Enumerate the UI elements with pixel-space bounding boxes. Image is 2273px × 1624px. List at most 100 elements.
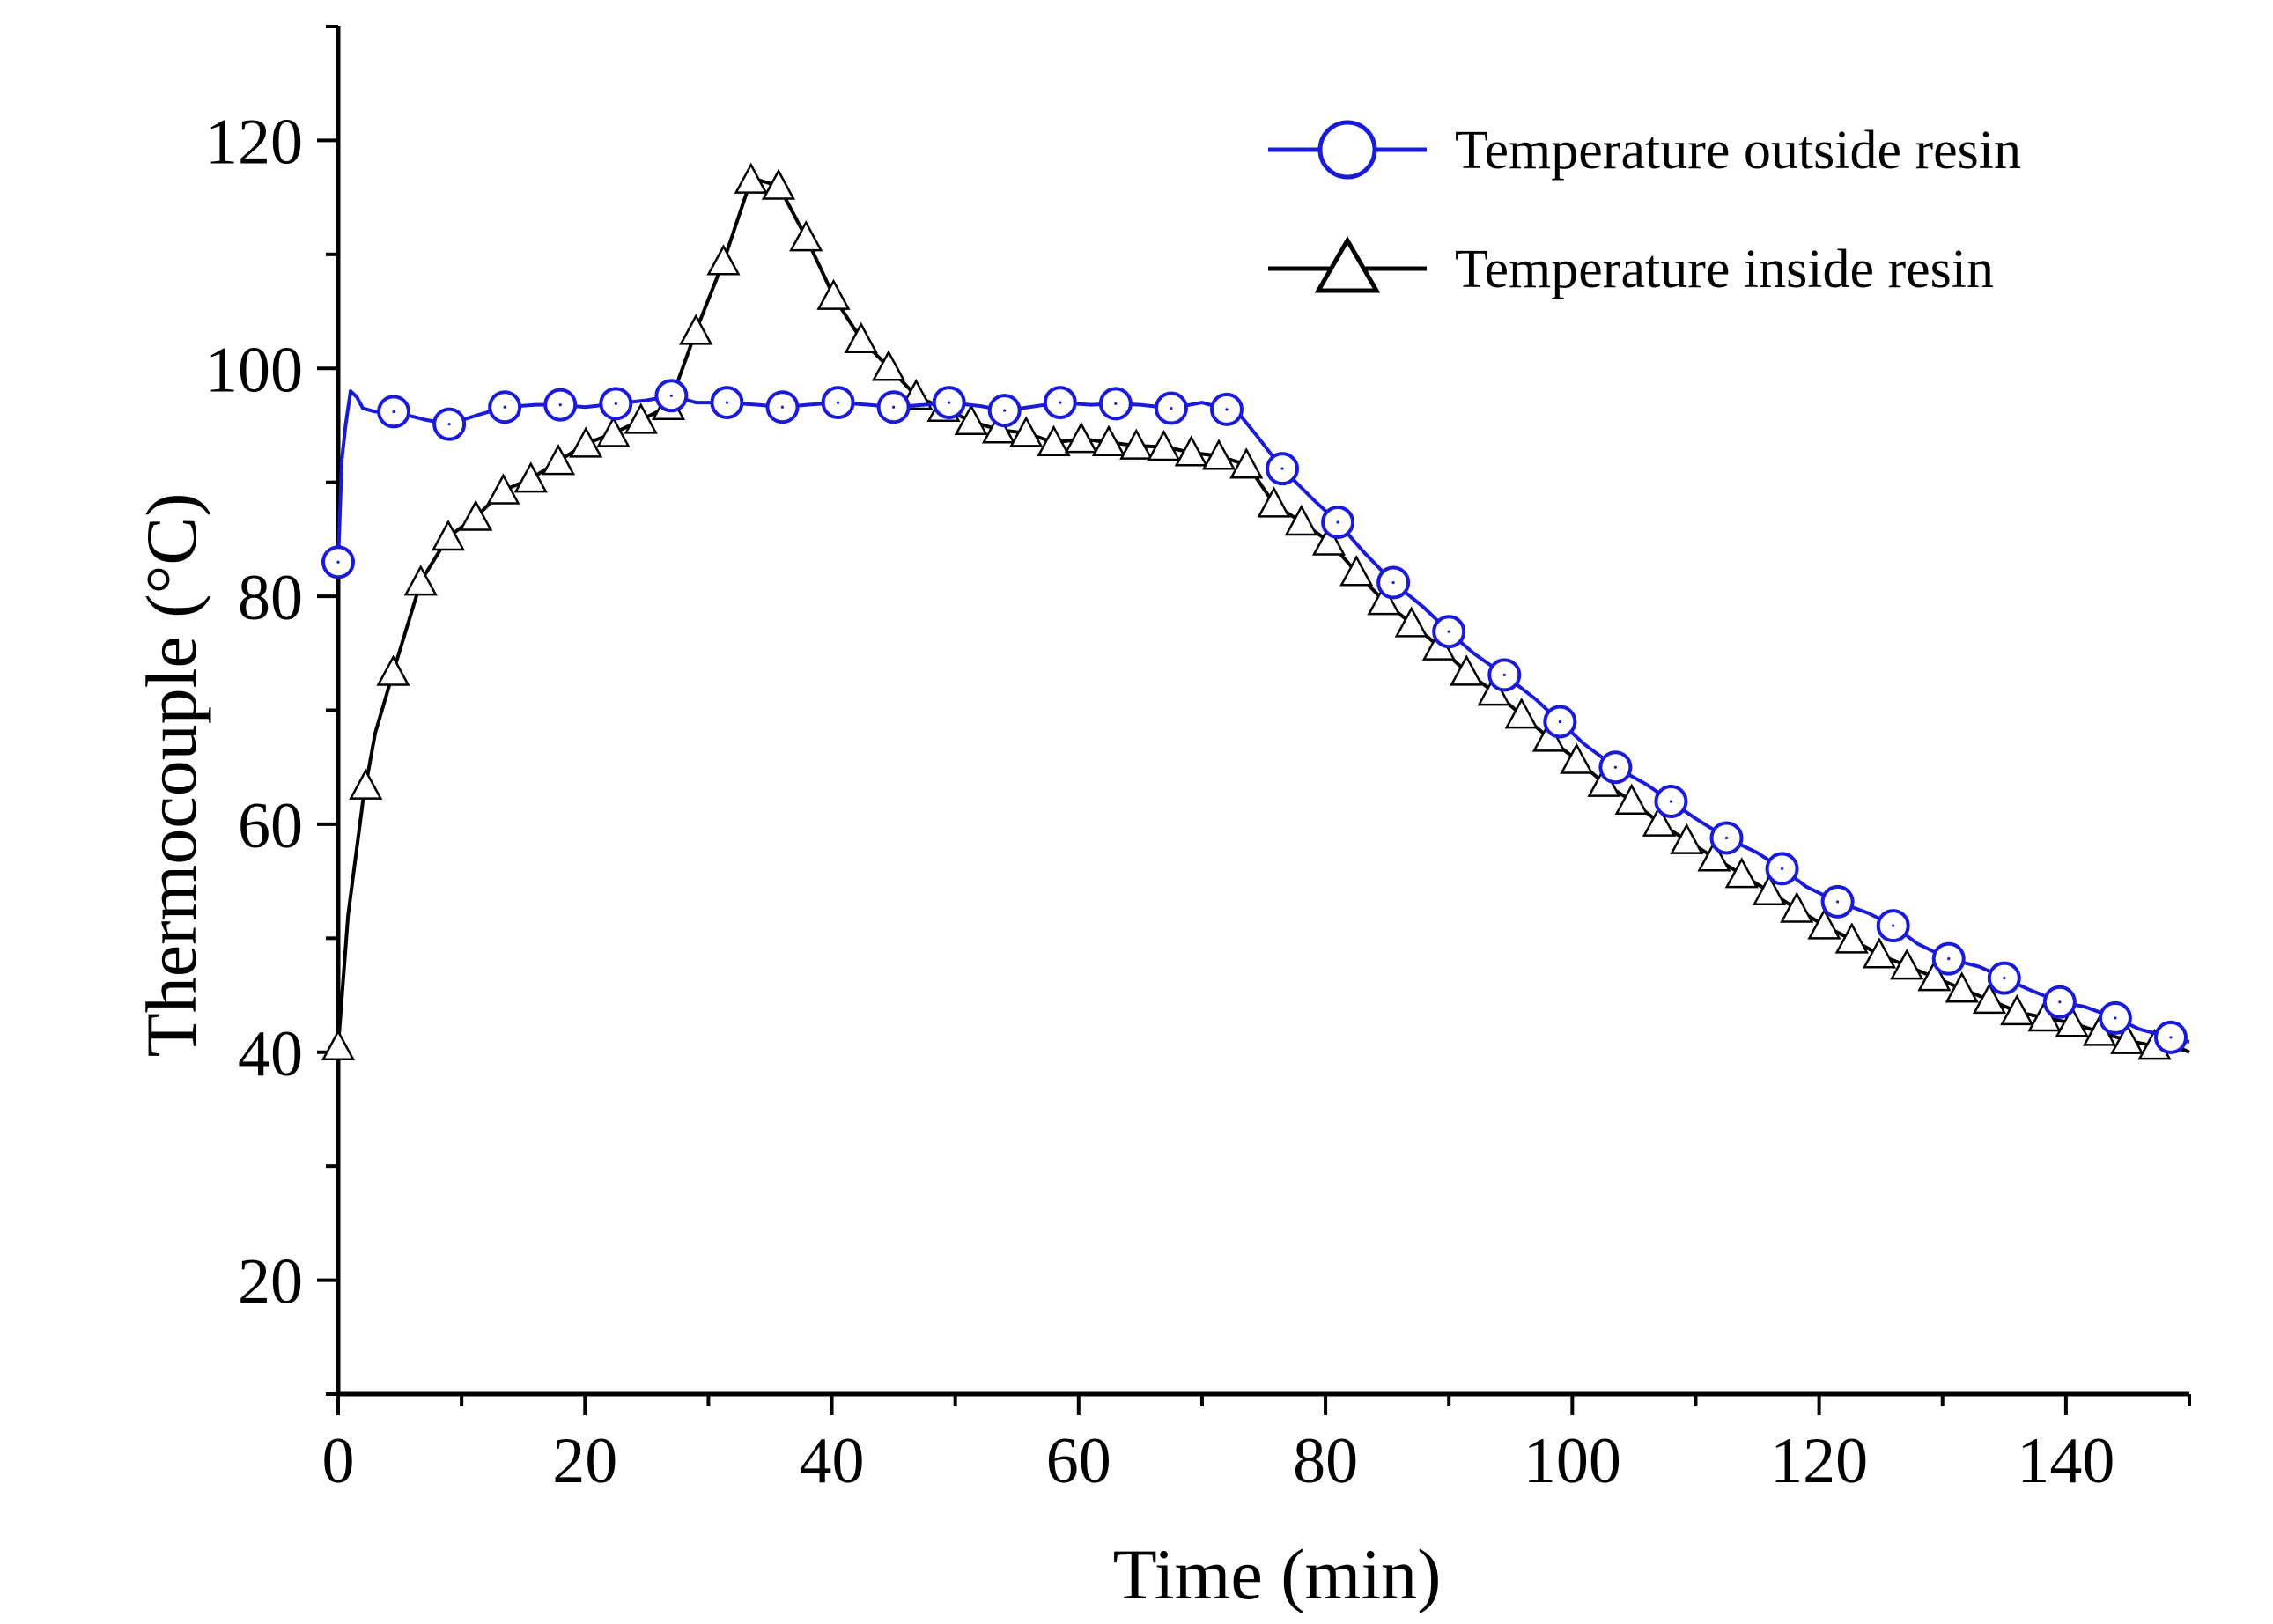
data-point-triangle [513, 461, 548, 493]
data-point-triangle [679, 314, 713, 345]
data-point-dot [1613, 765, 1617, 769]
legend: Temperature outside resin Temperature in… [1268, 120, 2021, 299]
data-point-triangle [1890, 948, 1924, 980]
data-point-triangle [1945, 971, 1979, 1003]
data-point-dot [1724, 836, 1729, 840]
x-tick-label: 140 [2017, 1425, 2114, 1497]
legend-entry-inside: Temperature inside resin [1268, 236, 1994, 299]
data-point-triangle [789, 220, 823, 252]
y-axis-ticks: 20 40 60 80 100 120 [205, 25, 338, 1396]
y-tick-label: 60 [238, 790, 303, 862]
data-point-triangle [569, 426, 603, 458]
x-tick-label: 120 [1770, 1425, 1868, 1497]
data-point-triangle [1174, 435, 1208, 467]
data-point-triangle [1972, 982, 2007, 1015]
data-point-dot [1336, 520, 1339, 524]
data-point-triangle [1780, 891, 1814, 923]
data-point-dot [1669, 800, 1673, 803]
data-point-triangle [1339, 555, 1374, 587]
data-point-dot [2114, 1016, 2117, 1020]
data-point-triangle [349, 768, 383, 800]
x-tick-label: 60 [1046, 1425, 1111, 1497]
data-point-dot [336, 560, 340, 564]
data-point-triangle [1752, 874, 1787, 906]
data-point-triangle [734, 162, 768, 194]
data-point-triangle [1064, 422, 1098, 454]
data-point-triangle [1697, 840, 1731, 872]
data-point-dot [1780, 867, 1784, 870]
data-point-triangle [596, 416, 631, 447]
x-tick-label: 0 [322, 1425, 355, 1497]
axes [336, 26, 2189, 1397]
y-tick-label: 40 [238, 1018, 303, 1090]
data-point-triangle [1862, 937, 1897, 969]
data-point-triangle [2055, 1006, 2089, 1037]
data-point-triangle [1834, 922, 1869, 954]
y-tick-label: 20 [238, 1246, 303, 1318]
series-line [336, 176, 2190, 1054]
data-point-dot [2058, 1000, 2062, 1004]
x-tick-label: 40 [800, 1425, 865, 1497]
data-point-dot [836, 401, 840, 404]
data-point-triangle [1504, 698, 1539, 729]
data-point-triangle [981, 412, 1016, 444]
data-point-triangle [1229, 447, 1264, 479]
data-point-dot [669, 394, 673, 397]
series-outside [321, 379, 2190, 1054]
data-point-triangle [1614, 783, 1649, 815]
y-tick-label: 80 [238, 562, 303, 634]
data-point-triangle [1119, 428, 1154, 460]
data-point-triangle [541, 443, 576, 476]
legend-label-outside: Temperature outside resin [1455, 121, 2021, 181]
data-point-triangle [1560, 742, 1594, 774]
data-point-triangle [1670, 823, 1704, 854]
data-point-triangle [403, 565, 438, 596]
data-point-triangle [624, 402, 658, 434]
data-point-dot [1558, 720, 1561, 724]
data-point-triangle [1284, 504, 1318, 536]
data-point-dot [1447, 630, 1450, 633]
data-point-dot [1003, 409, 1007, 412]
legend-label-inside: Temperature inside resin [1455, 240, 1994, 299]
data-point-dot [1059, 401, 1062, 404]
data-point-dot [1836, 900, 1840, 904]
data-point-triangle [1201, 439, 1236, 470]
y-tick-label: 120 [205, 106, 303, 178]
plot-area [321, 162, 2190, 1060]
data-point-triangle [954, 403, 988, 436]
data-point-triangle [486, 473, 520, 505]
x-tick-label: 20 [552, 1425, 617, 1497]
data-point-dot [447, 423, 451, 426]
data-point-triangle [1037, 424, 1071, 456]
data-point-dot [1114, 402, 1118, 405]
x-axis-ticks: 0 20 40 60 80 100 120 140 [322, 1394, 2191, 1497]
data-point-dot [558, 403, 562, 407]
data-point-triangle [816, 278, 851, 310]
data-point-triangle [2000, 993, 2034, 1026]
data-point-triangle [871, 350, 906, 381]
data-point-triangle [1257, 486, 1291, 518]
data-point-dot [948, 401, 951, 404]
data-point-triangle [1009, 416, 1044, 447]
data-point-triangle [1917, 960, 1952, 992]
data-point-triangle [706, 244, 741, 276]
data-point-triangle [1147, 429, 1181, 461]
data-point-triangle [1367, 584, 1401, 616]
data-point-triangle [761, 168, 796, 200]
data-point-dot [1170, 406, 1173, 410]
data-point-triangle [321, 1029, 356, 1060]
data-point-dot [1892, 924, 1895, 927]
data-point-dot [1947, 957, 1951, 961]
x-tick-label: 80 [1293, 1425, 1358, 1497]
data-point-triangle [1450, 654, 1484, 686]
data-point-triangle [844, 321, 878, 353]
y-tick-label: 100 [205, 334, 303, 406]
data-point-triangle [1394, 606, 1428, 638]
data-point-dot [1391, 580, 1395, 585]
x-axis-title: Time (min) [1113, 1534, 1442, 1614]
data-point-dot [725, 401, 729, 404]
data-point-dot [2169, 1036, 2173, 1039]
legend-marker-circle [1317, 120, 1377, 180]
data-point-triangle [1724, 857, 1759, 889]
